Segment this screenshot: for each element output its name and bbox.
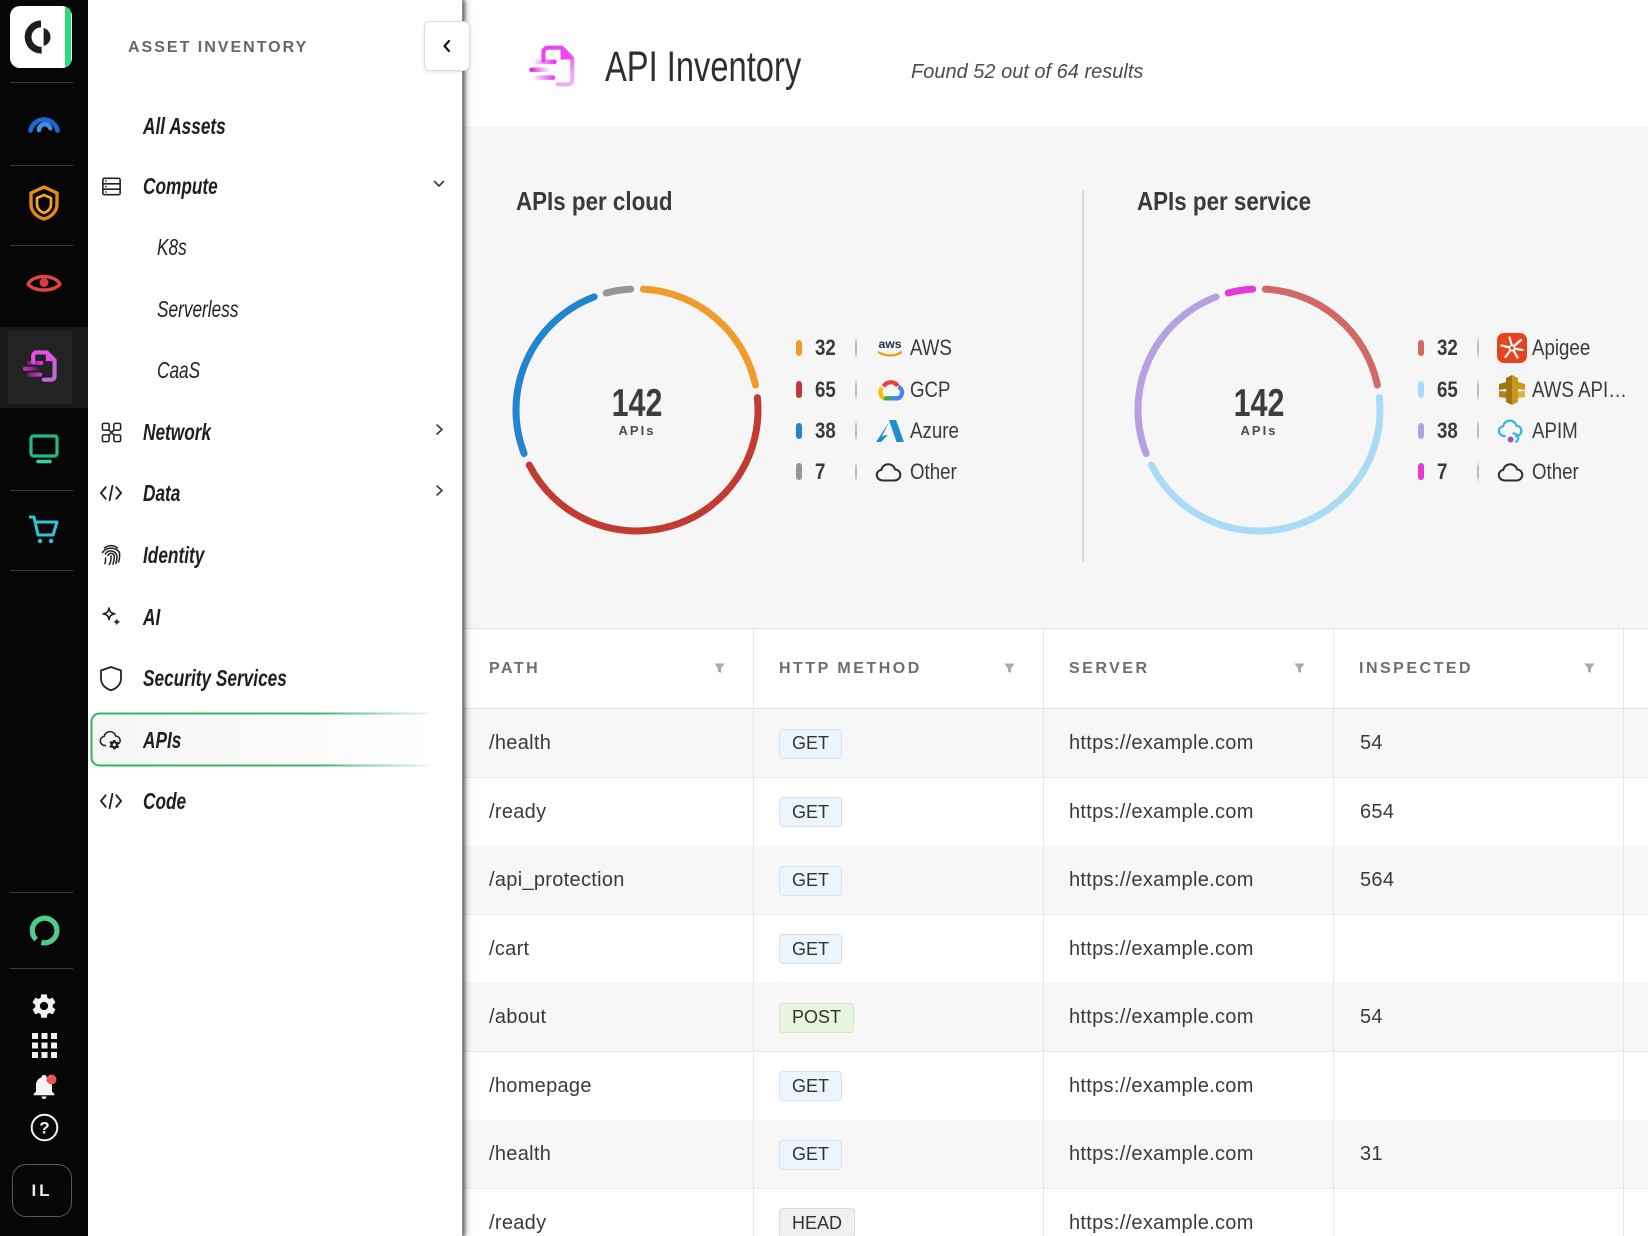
svg-text:aws: aws — [878, 337, 901, 351]
svg-text:?: ? — [39, 1119, 49, 1138]
